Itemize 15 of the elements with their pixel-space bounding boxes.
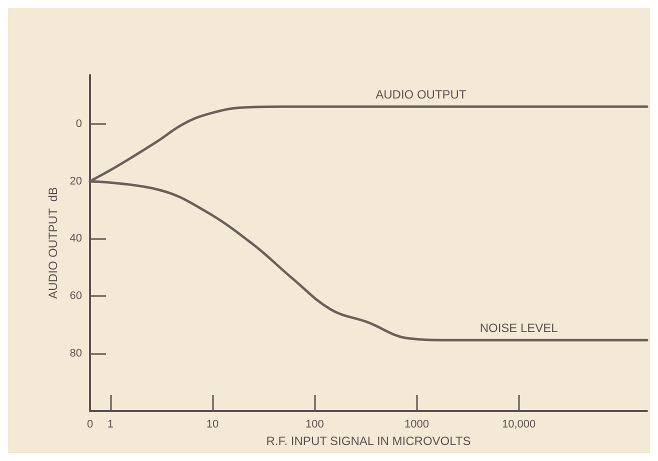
y-tick-label: 20 — [70, 175, 82, 188]
x-tick-label: 1 — [107, 418, 114, 430]
x-tick-label: 10 — [206, 418, 219, 430]
series-label: AUDIO OUTPUT — [376, 88, 467, 102]
x-tick-label: 0 — [86, 418, 94, 430]
x-axis-title: R.F. INPUT SIGNAL IN MICROVOLTS — [266, 434, 471, 448]
y-tick-label: 0 — [76, 118, 82, 130]
y-tick-label: 60 — [70, 290, 82, 302]
series-label: NOISE LEVEL — [480, 321, 558, 336]
x-tick-label: 100 — [305, 418, 324, 430]
x-tick-label: 1000 — [404, 418, 429, 430]
x-tick-label: 10,000 — [502, 418, 536, 430]
y-tick-label: 40 — [70, 232, 82, 245]
y-axis-title: AUDIO OUTPUT dB — [46, 187, 60, 299]
y-tick-label: 80 — [70, 348, 82, 360]
